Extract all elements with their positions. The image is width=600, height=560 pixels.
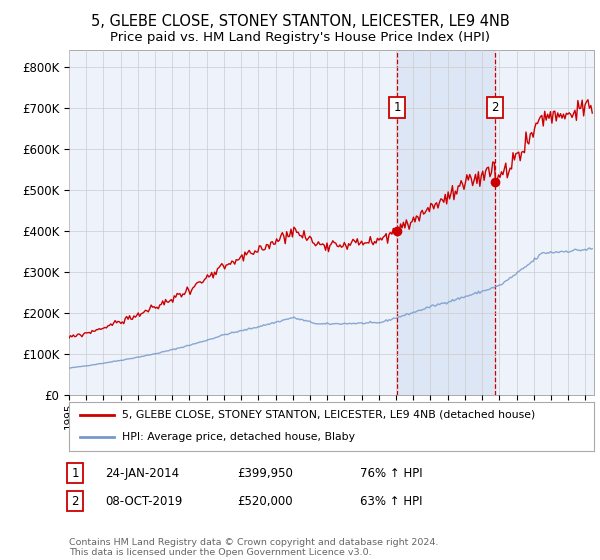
Text: 24-JAN-2014: 24-JAN-2014 [105,466,179,480]
Text: £520,000: £520,000 [237,494,293,508]
Text: 5, GLEBE CLOSE, STONEY STANTON, LEICESTER, LE9 4NB: 5, GLEBE CLOSE, STONEY STANTON, LEICESTE… [91,14,509,29]
Text: 1: 1 [394,101,401,114]
Text: 1: 1 [71,466,79,480]
Text: 2: 2 [491,101,499,114]
Text: Price paid vs. HM Land Registry's House Price Index (HPI): Price paid vs. HM Land Registry's House … [110,31,490,44]
Text: £399,950: £399,950 [237,466,293,480]
Text: 08-OCT-2019: 08-OCT-2019 [105,494,182,508]
Text: 63% ↑ HPI: 63% ↑ HPI [360,494,422,508]
Text: HPI: Average price, detached house, Blaby: HPI: Average price, detached house, Blab… [121,432,355,442]
Text: 5, GLEBE CLOSE, STONEY STANTON, LEICESTER, LE9 4NB (detached house): 5, GLEBE CLOSE, STONEY STANTON, LEICESTE… [121,410,535,420]
Text: 2: 2 [71,494,79,508]
Bar [397,50,496,395]
Text: Contains HM Land Registry data © Crown copyright and database right 2024.
This d: Contains HM Land Registry data © Crown c… [69,538,439,557]
Text: 76% ↑ HPI: 76% ↑ HPI [360,466,422,480]
